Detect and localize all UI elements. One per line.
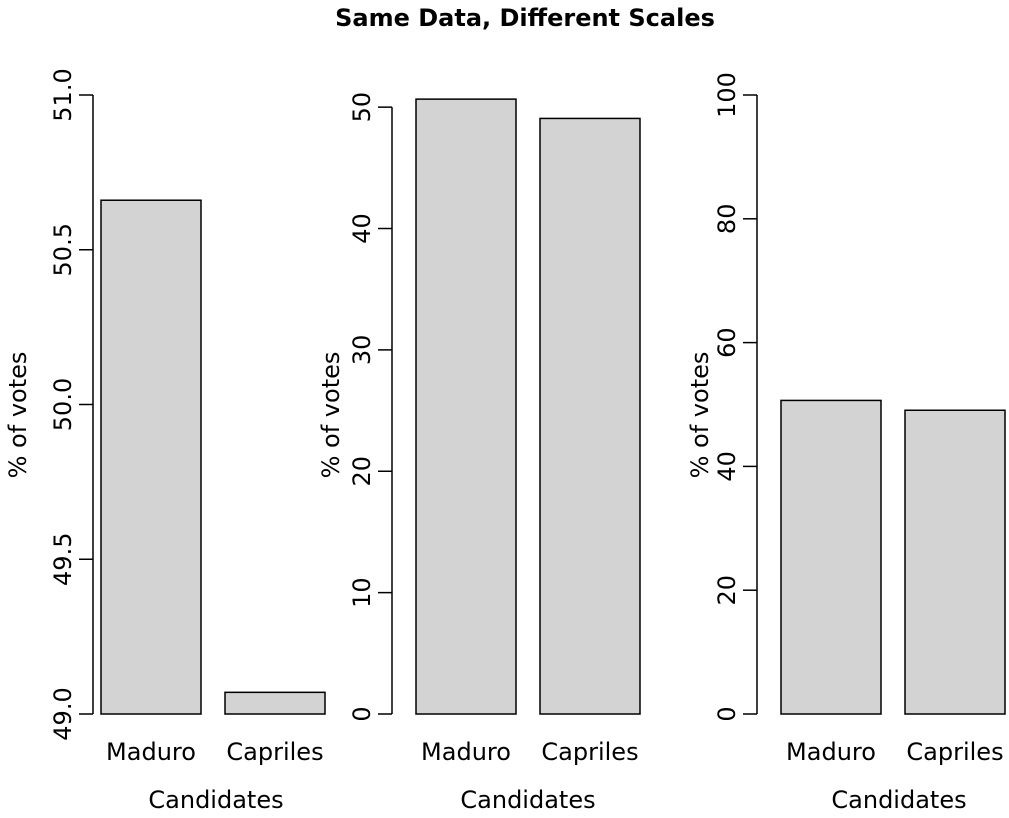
y-axis-label: % of votes <box>317 352 345 479</box>
y-axis-label: % of votes <box>686 352 714 479</box>
x-category-label: Maduro <box>421 738 511 766</box>
y-tick-label: 80 <box>713 204 741 235</box>
chart-panel-3: 0 20 40 60 80 100 Maduro Capriles Candidates % of… <box>686 72 1006 814</box>
y-axis-label: % of votes <box>4 352 32 479</box>
y-tick-label: 49.0 <box>49 687 77 740</box>
y-tick-label: 50 <box>348 92 376 123</box>
y-tick-label: 30 <box>348 335 376 366</box>
x-category-label: Capriles <box>906 738 1003 766</box>
y-tick-label: 10 <box>348 577 376 608</box>
y-tick-label: 50.0 <box>49 378 77 431</box>
y-tick-label: 40 <box>713 451 741 482</box>
y-tick-label: 100 <box>713 72 741 118</box>
y-tick-label: 60 <box>713 327 741 358</box>
y-tick-label: 49.5 <box>49 533 77 586</box>
chart-panel-1: 49.0 49.5 50.0 50.5 51.0 Maduro Capriles Candid… <box>4 68 326 814</box>
chart-panel-2: 0 10 20 30 40 50 Maduro Capriles Candidates % of … <box>317 92 641 814</box>
bar-capriles <box>539 117 641 715</box>
y-tick-label: 50.5 <box>49 223 77 276</box>
chart-title: Same Data, Different Scales <box>335 4 715 32</box>
x-axis-label: Candidates <box>831 786 966 814</box>
y-tick-label: 20 <box>713 575 741 606</box>
y-tick-label: 0 <box>713 706 741 721</box>
bar-maduro <box>100 199 202 715</box>
x-category-label: Capriles <box>541 738 638 766</box>
bar-capriles <box>224 691 326 715</box>
x-axis-label: Candidates <box>148 786 283 814</box>
x-category-label: Maduro <box>786 738 876 766</box>
x-category-label: Capriles <box>226 738 323 766</box>
chart-panels: 49.0 49.5 50.0 50.5 51.0 Maduro Capriles Candid… <box>4 68 1006 814</box>
bar-maduro <box>415 98 517 715</box>
x-category-label: Maduro <box>106 738 196 766</box>
bar-maduro <box>780 399 882 715</box>
y-tick-label: 51.0 <box>49 68 77 121</box>
y-tick-label: 40 <box>348 213 376 244</box>
bar-capriles <box>904 409 1006 715</box>
x-axis-label: Candidates <box>460 786 595 814</box>
y-tick-label: 0 <box>348 706 376 721</box>
y-tick-label: 20 <box>348 456 376 487</box>
